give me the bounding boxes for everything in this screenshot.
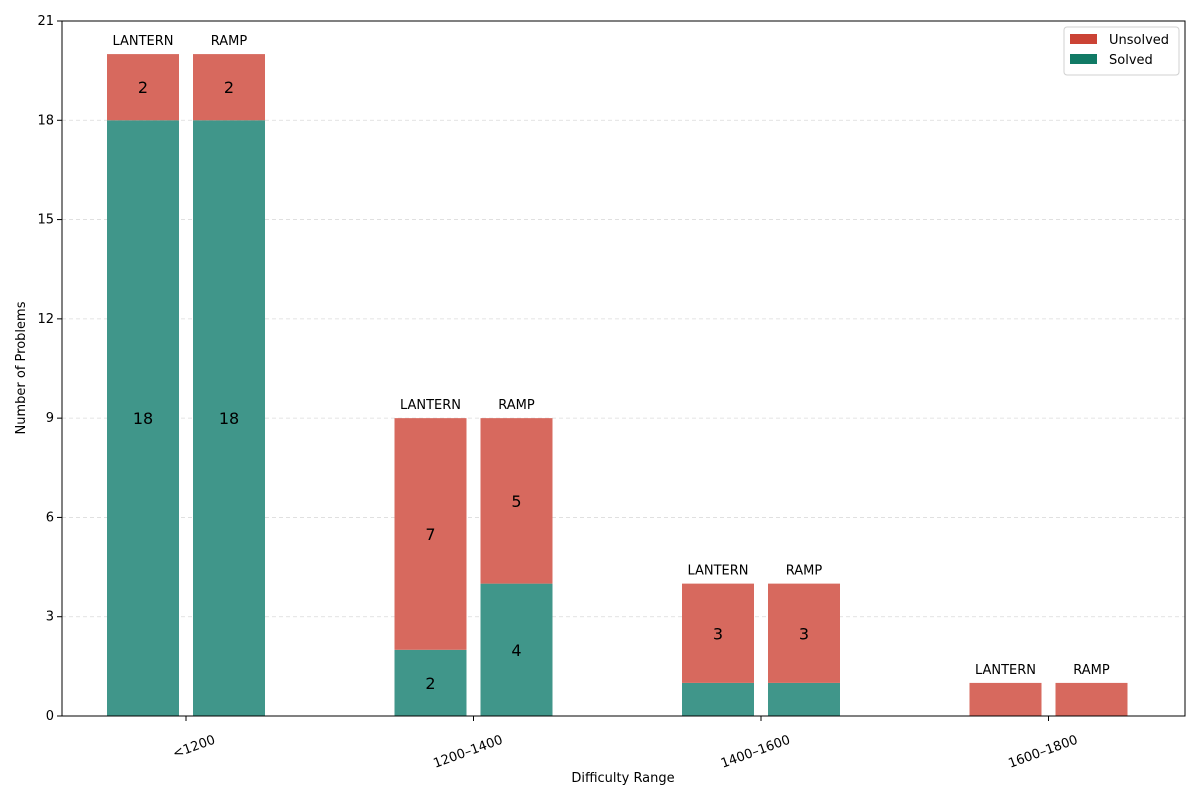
- bar-unsolved-ramp-1600-1800: [1055, 682, 1128, 716]
- bar-unsolved-ramp-1400-1600: [768, 583, 840, 683]
- label-unsolved-ramp-1400-1600: 3: [799, 624, 809, 643]
- bar-solved-ramp-1400-1600: [768, 682, 840, 716]
- label-unsolved-ramp-1200-1400: 5: [511, 492, 521, 511]
- method-label-ramp-1200: RAMP: [211, 34, 248, 49]
- y-tick-label: 9: [46, 411, 54, 426]
- bar-unsolved-ramp-1200-1400: [480, 418, 553, 584]
- y-tick-label: 12: [37, 312, 54, 327]
- legend-label-unsolved: Unsolved: [1109, 33, 1169, 48]
- method-label-lantern-1600-1800: LANTERN: [975, 663, 1036, 678]
- method-label-lantern-1400-1600: LANTERN: [687, 564, 748, 579]
- label-unsolved-ramp-1200: 2: [224, 78, 234, 97]
- bar-unsolved-lantern-1200: [107, 54, 179, 121]
- data-labels: 18 2 LANTERN 18 2 RAMP 2 7 LANTERN 4 5 RAMP 3 LANTERN…: [112, 34, 1109, 693]
- legend-label-solved: Solved: [1109, 53, 1153, 68]
- y-tick-label: 21: [37, 14, 54, 29]
- y-tick-label: 3: [46, 610, 54, 625]
- bar-unsolved-lantern-1200-1400: [394, 418, 467, 650]
- method-label-lantern-1200: LANTERN: [112, 34, 173, 49]
- legend: Unsolved Solved: [1063, 26, 1180, 76]
- method-label-lantern-1200-1400: LANTERN: [400, 398, 461, 413]
- y-tick-label: 6: [46, 510, 54, 525]
- legend-swatch-unsolved: [1070, 34, 1097, 44]
- y-tick-label: 18: [37, 113, 54, 128]
- bar-solved-lantern-1400-1600: [682, 682, 754, 716]
- y-tick-label: 0: [46, 709, 54, 724]
- bar-solved-ramp-1200: [193, 120, 265, 717]
- bar-unsolved-lantern-1600-1800: [969, 682, 1042, 716]
- method-label-ramp-1200-1400: RAMP: [498, 398, 535, 413]
- x-axis-title: Difficulty Range: [571, 771, 674, 786]
- label-solved-ramp-1200-1400: 4: [511, 641, 521, 660]
- x-tick-label-1200-1400: 1200–1400: [431, 733, 504, 772]
- method-label-ramp-1600-1800: RAMP: [1073, 663, 1110, 678]
- x-tick-label-1200: <1200: [171, 733, 217, 762]
- y-axis-title: Number of Problems: [14, 301, 29, 434]
- label-unsolved-lantern-1200: 2: [138, 78, 148, 97]
- y-axis: 0 3 6 9 12 15 18 21: [37, 14, 62, 724]
- method-label-ramp-1400-1600: RAMP: [786, 564, 823, 579]
- gridlines: [62, 119, 1185, 618]
- label-solved-lantern-1200-1400: 2: [425, 674, 435, 693]
- label-unsolved-lantern-1400-1600: 3: [713, 624, 723, 643]
- bar-solved-ramp-1200-1400: [480, 583, 553, 716]
- x-tick-label-1400-1600: 1400–1600: [719, 733, 792, 772]
- bars: [107, 54, 1128, 717]
- bar-unsolved-lantern-1400-1600: [682, 583, 754, 683]
- bar-solved-lantern-1200-1400: [394, 649, 467, 716]
- legend-swatch-solved: [1070, 54, 1097, 64]
- x-tick-label-1600-1800: 1600–1800: [1006, 733, 1079, 772]
- label-unsolved-lantern-1200-1400: 7: [425, 525, 435, 544]
- label-solved-lantern-1200: 18: [133, 409, 153, 428]
- x-axis: <1200 1200–1400 1400–1600 1600–1800: [171, 716, 1080, 772]
- y-tick-label: 15: [37, 213, 54, 228]
- plot-frame: [61, 20, 1186, 717]
- bar-unsolved-ramp-1200: [193, 54, 265, 121]
- bar-solved-lantern-1200: [107, 120, 179, 717]
- label-solved-ramp-1200: 18: [219, 409, 239, 428]
